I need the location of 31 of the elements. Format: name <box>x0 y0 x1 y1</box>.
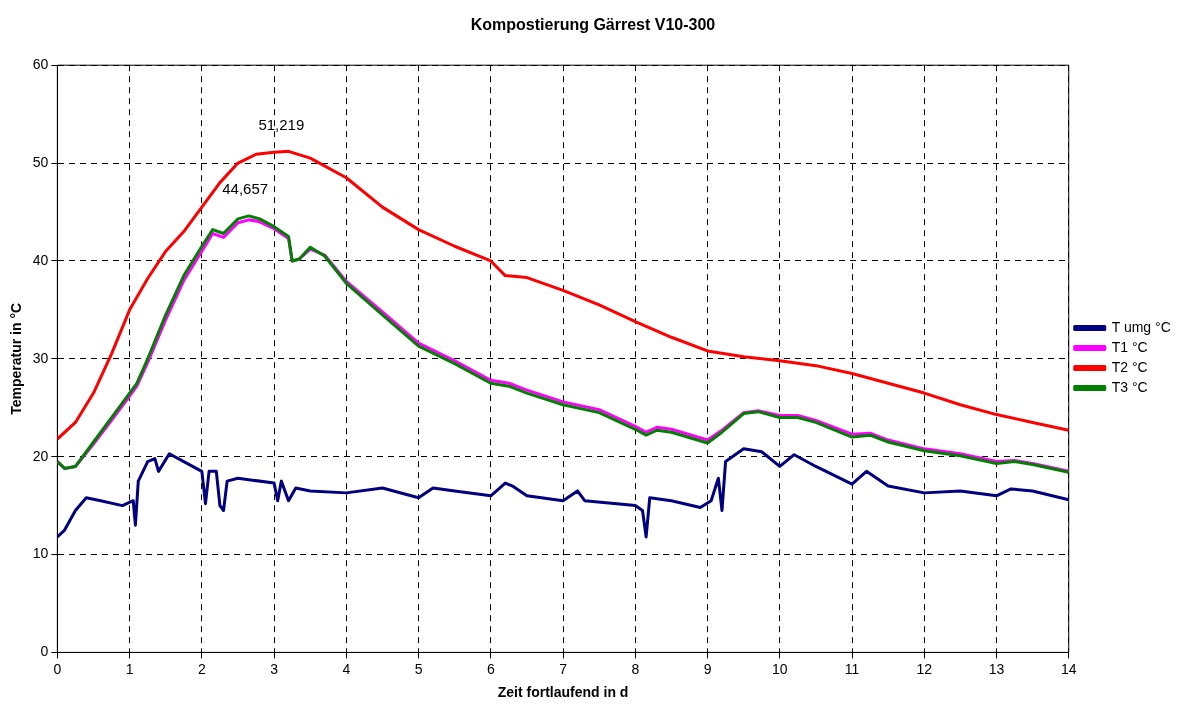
x-tick-label: 11 <box>844 660 860 677</box>
annotation: 51,219 <box>258 115 305 133</box>
x-tick-label: 13 <box>988 660 1005 677</box>
y-tick-label: 20 <box>32 447 49 464</box>
x-tick-label: 7 <box>559 660 568 677</box>
legend-label: T3 °C <box>1111 378 1148 395</box>
x-axis-title: Zeit fortlaufend in d <box>497 684 629 701</box>
y-tick-label: 40 <box>32 251 49 268</box>
y-axis-title: Temperatur in °C <box>8 302 25 415</box>
legend-label: T1 °C <box>1111 338 1148 355</box>
x-tick-label: 6 <box>486 660 495 677</box>
y-tick-label: 60 <box>32 56 49 73</box>
x-tick-label: 10 <box>771 660 788 677</box>
x-tick-label: 12 <box>916 660 933 677</box>
x-tick-label: 3 <box>270 660 279 677</box>
legend-label: T umg °C <box>1111 318 1171 335</box>
x-tick-label: 14 <box>1060 660 1077 677</box>
y-tick-label: 30 <box>32 349 49 366</box>
legend-label: T2 °C <box>1111 358 1148 375</box>
x-tick-label: 8 <box>631 660 640 677</box>
y-tick-label: 0 <box>40 643 49 660</box>
y-tick-label: 50 <box>32 153 49 170</box>
x-tick-label: 4 <box>342 660 351 677</box>
annotation: 44,657 <box>222 180 269 197</box>
x-tick-label: 1 <box>125 660 134 677</box>
x-tick-label: 0 <box>53 660 62 677</box>
chart-title: Kompostierung Gärrest V10-300 <box>470 16 716 34</box>
x-tick-label: 2 <box>197 660 206 677</box>
x-tick-label: 9 <box>703 660 712 677</box>
x-tick-label: 5 <box>414 660 423 677</box>
y-tick-label: 10 <box>32 545 49 562</box>
